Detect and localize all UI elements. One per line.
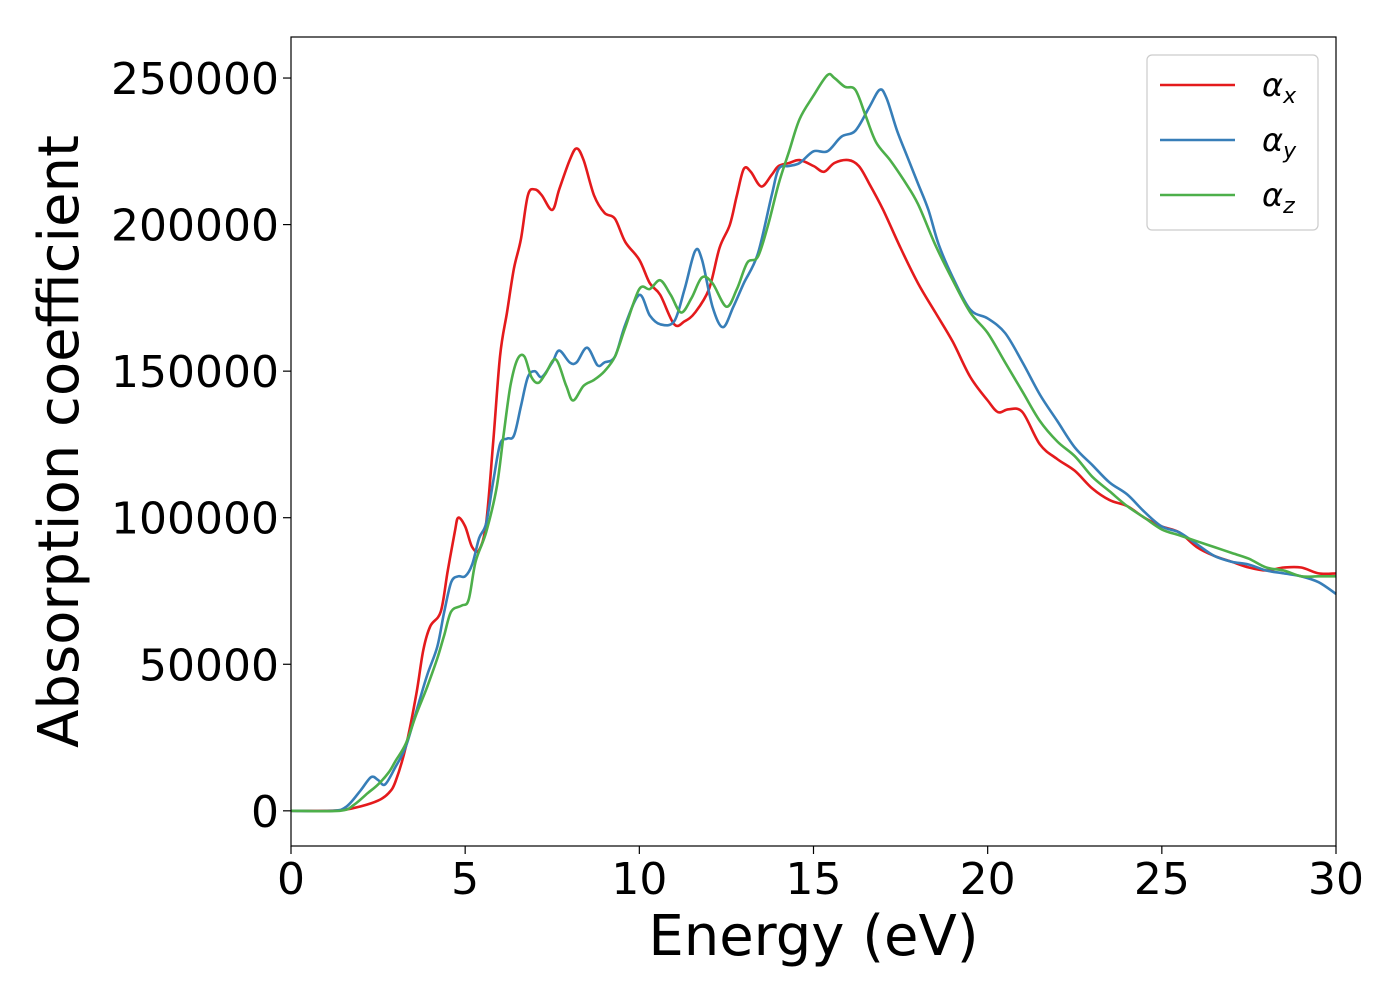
plot-lines: [290, 72, 1337, 813]
series-line-z: [290, 72, 1336, 813]
y-axis-title: Absorption coefficient: [27, 135, 92, 748]
y-tick-label: 200000: [111, 201, 279, 252]
y-tick-label: 50000: [139, 640, 279, 691]
series-line-x: [290, 147, 1337, 813]
legend-frame: [1146, 54, 1319, 231]
legend-label-x: αx: [1262, 66, 1297, 109]
x-tick-label: 15: [786, 854, 842, 905]
legend: αx αy αz: [1146, 54, 1319, 231]
y-tick-label: 100000: [111, 494, 279, 545]
x-tick-label: 30: [1308, 854, 1364, 905]
x-tick-label: 0: [277, 854, 305, 905]
x-tick-label: 10: [611, 854, 667, 905]
legend-label-z: αz: [1262, 176, 1295, 219]
y-tick-label: 250000: [111, 54, 279, 105]
x-tick-label: 25: [1134, 854, 1190, 905]
y-tick-label: 0: [251, 787, 279, 838]
series-line-y: [290, 88, 1337, 813]
x-axis-title: Energy (eV): [648, 904, 978, 969]
legend-label-y: αy: [1262, 121, 1297, 164]
x-tick-label: 5: [451, 854, 479, 905]
y-axis-ticks: 0 50000 100000 150000 200000 250000: [111, 54, 291, 838]
x-tick-label: 20: [960, 854, 1016, 905]
x-axis-ticks: 0 5 10 15 20 25 30: [277, 846, 1364, 905]
y-tick-label: 150000: [111, 347, 279, 398]
